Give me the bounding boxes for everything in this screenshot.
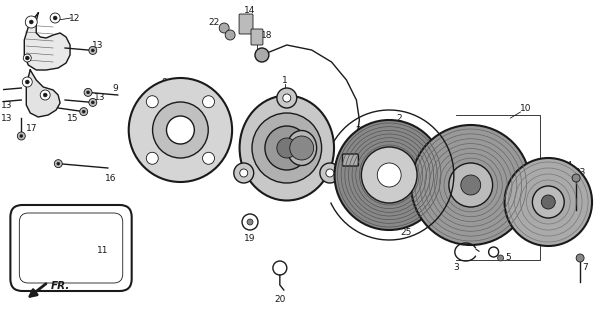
Circle shape xyxy=(166,116,194,144)
Text: 12: 12 xyxy=(70,13,81,22)
Circle shape xyxy=(22,77,32,87)
Text: 17: 17 xyxy=(26,124,37,132)
Circle shape xyxy=(57,162,60,165)
Text: 3: 3 xyxy=(453,263,459,273)
Text: 13: 13 xyxy=(1,114,12,123)
Text: 23: 23 xyxy=(574,167,586,177)
Circle shape xyxy=(320,163,340,183)
Circle shape xyxy=(29,20,33,24)
Circle shape xyxy=(219,23,229,33)
Circle shape xyxy=(572,174,580,182)
Circle shape xyxy=(326,169,334,177)
FancyBboxPatch shape xyxy=(343,154,358,166)
Circle shape xyxy=(55,160,62,168)
Circle shape xyxy=(152,102,208,158)
Circle shape xyxy=(146,96,158,108)
FancyBboxPatch shape xyxy=(239,14,253,34)
Circle shape xyxy=(203,96,214,108)
Circle shape xyxy=(247,219,253,225)
Circle shape xyxy=(86,91,89,94)
Circle shape xyxy=(50,13,60,23)
Circle shape xyxy=(505,158,592,246)
Circle shape xyxy=(129,78,232,182)
Text: 11: 11 xyxy=(97,245,109,254)
Circle shape xyxy=(532,186,564,218)
Circle shape xyxy=(82,110,85,113)
Circle shape xyxy=(255,48,269,62)
Ellipse shape xyxy=(239,95,334,201)
Text: 15: 15 xyxy=(67,114,79,123)
Circle shape xyxy=(53,16,57,20)
Circle shape xyxy=(89,99,97,107)
Text: 24: 24 xyxy=(562,161,573,170)
Text: 19: 19 xyxy=(244,234,256,243)
Text: 14: 14 xyxy=(244,5,256,14)
Circle shape xyxy=(20,134,23,138)
Circle shape xyxy=(497,255,503,261)
Text: 20: 20 xyxy=(274,295,286,305)
Circle shape xyxy=(541,195,555,209)
Text: 6: 6 xyxy=(361,150,366,159)
Circle shape xyxy=(40,90,50,100)
Text: 16: 16 xyxy=(105,173,116,182)
Circle shape xyxy=(234,163,254,183)
Circle shape xyxy=(23,54,31,62)
Text: 5: 5 xyxy=(506,253,511,262)
Circle shape xyxy=(277,138,297,158)
Text: 21: 21 xyxy=(356,125,367,134)
Circle shape xyxy=(265,126,308,170)
Circle shape xyxy=(252,113,322,183)
Text: 25: 25 xyxy=(400,228,412,236)
Polygon shape xyxy=(26,70,60,117)
Circle shape xyxy=(203,152,214,164)
Circle shape xyxy=(283,94,291,102)
Circle shape xyxy=(91,49,94,52)
Ellipse shape xyxy=(287,131,317,165)
Circle shape xyxy=(277,88,297,108)
Text: 13: 13 xyxy=(92,41,104,50)
Circle shape xyxy=(80,108,88,116)
Text: 4: 4 xyxy=(498,157,503,166)
Circle shape xyxy=(461,175,481,195)
Circle shape xyxy=(43,93,47,97)
Text: 1: 1 xyxy=(282,76,287,84)
FancyBboxPatch shape xyxy=(251,29,263,45)
Text: 13: 13 xyxy=(94,92,106,101)
Text: 18: 18 xyxy=(261,30,272,39)
Circle shape xyxy=(411,125,530,245)
Circle shape xyxy=(377,163,401,187)
Text: 7: 7 xyxy=(582,263,588,273)
Circle shape xyxy=(361,147,417,203)
Text: FR.: FR. xyxy=(51,281,71,291)
Text: 2: 2 xyxy=(397,114,402,123)
Text: 9: 9 xyxy=(112,84,118,92)
Circle shape xyxy=(25,56,29,60)
Circle shape xyxy=(146,152,158,164)
Circle shape xyxy=(335,120,444,230)
Circle shape xyxy=(25,16,37,28)
Circle shape xyxy=(91,101,94,104)
Text: 13: 13 xyxy=(1,100,12,109)
Circle shape xyxy=(240,169,248,177)
Text: 10: 10 xyxy=(520,103,531,113)
Text: 8: 8 xyxy=(161,77,167,86)
Circle shape xyxy=(84,88,92,96)
Text: 22: 22 xyxy=(209,18,220,27)
Circle shape xyxy=(25,80,29,84)
Circle shape xyxy=(89,46,97,54)
Circle shape xyxy=(290,136,314,160)
Circle shape xyxy=(449,163,493,207)
Circle shape xyxy=(225,30,235,40)
Polygon shape xyxy=(25,13,70,70)
Circle shape xyxy=(576,254,584,262)
Circle shape xyxy=(17,132,25,140)
